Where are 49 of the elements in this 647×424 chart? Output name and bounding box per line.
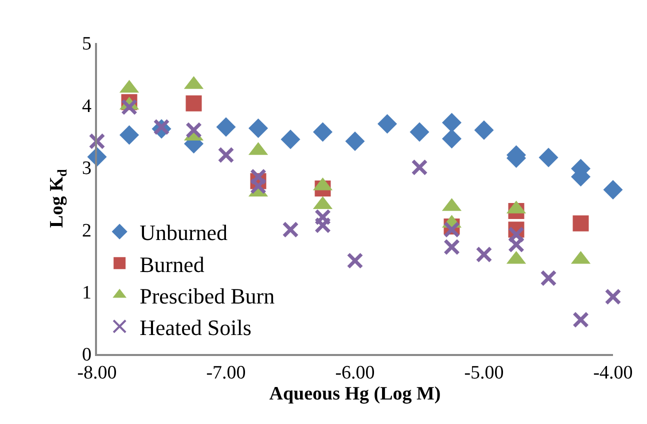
point: [121, 98, 138, 116]
y-tick-label: 5: [82, 34, 92, 55]
point: [314, 208, 331, 226]
point: [603, 180, 623, 200]
point: [313, 122, 332, 142]
x-tick-label: -6.00: [335, 362, 375, 384]
point: [248, 118, 268, 138]
point: [186, 95, 202, 112]
point: [120, 125, 139, 145]
point: [346, 252, 364, 269]
x-tick-label: -7.00: [206, 362, 246, 384]
point: [280, 130, 300, 150]
point: [250, 178, 266, 194]
point: [88, 133, 106, 150]
point: [476, 246, 492, 263]
y-tick-label: 3: [82, 158, 92, 180]
point: [444, 221, 460, 238]
legend-label: Burned: [140, 252, 204, 277]
point: [250, 168, 266, 185]
point: [411, 159, 428, 176]
point: [442, 129, 462, 149]
point: [508, 226, 524, 243]
point: [345, 132, 365, 152]
point: [153, 118, 170, 136]
x-tick-label: -5.00: [464, 362, 504, 384]
x-axis-title: Aqueous Hg (Log M): [269, 384, 441, 405]
legend-label: Unburned: [140, 220, 228, 246]
point: [186, 122, 202, 138]
point: [442, 112, 462, 132]
point: [410, 122, 430, 142]
point: [216, 117, 236, 137]
point: [282, 221, 299, 238]
x-tick-label: -4.00: [593, 362, 633, 384]
y-tick-label: 2: [82, 220, 92, 242]
point: [474, 120, 494, 140]
point: [540, 270, 557, 286]
point: [572, 215, 589, 232]
point: [378, 114, 397, 134]
legend-label: Prescibed Burn: [140, 283, 275, 308]
point: [444, 238, 460, 256]
point: [604, 288, 622, 306]
point: [538, 148, 558, 168]
point: [218, 146, 234, 164]
point: [508, 236, 524, 253]
y-tick-label: 4: [82, 96, 92, 117]
point: [314, 217, 331, 234]
legend-label: Heated Soils: [140, 314, 252, 340]
point: [572, 312, 589, 328]
y-tick-label: 1: [82, 282, 92, 304]
